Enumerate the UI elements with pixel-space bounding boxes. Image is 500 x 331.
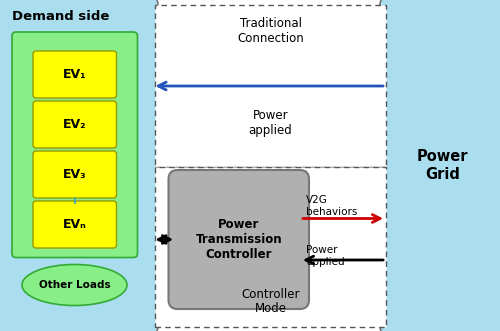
Text: Power
applied: Power applied	[248, 109, 292, 137]
FancyBboxPatch shape	[12, 32, 138, 258]
Text: Power
Grid: Power Grid	[416, 149, 468, 182]
Text: Demand side: Demand side	[12, 11, 110, 24]
FancyBboxPatch shape	[33, 201, 116, 248]
Text: Controller
Mode: Controller Mode	[241, 288, 300, 315]
FancyBboxPatch shape	[33, 151, 116, 198]
Ellipse shape	[22, 264, 127, 306]
Text: EV₃: EV₃	[63, 168, 86, 181]
Text: Traditional
Connection: Traditional Connection	[237, 17, 304, 45]
FancyBboxPatch shape	[155, 167, 386, 326]
FancyBboxPatch shape	[33, 51, 116, 98]
Text: Other Loads: Other Loads	[38, 280, 111, 290]
Text: EV₁: EV₁	[63, 68, 86, 81]
Text: Power
applied: Power applied	[306, 245, 344, 266]
FancyBboxPatch shape	[0, 0, 158, 331]
FancyBboxPatch shape	[380, 0, 500, 331]
Text: EVₙ: EVₙ	[63, 218, 86, 231]
Text: V2G
behaviors: V2G behaviors	[306, 195, 358, 216]
FancyBboxPatch shape	[168, 170, 309, 309]
Text: EV₂: EV₂	[63, 118, 86, 131]
Text: Power
Transmission
Controller: Power Transmission Controller	[196, 218, 282, 261]
FancyBboxPatch shape	[155, 5, 386, 167]
FancyBboxPatch shape	[33, 101, 116, 148]
